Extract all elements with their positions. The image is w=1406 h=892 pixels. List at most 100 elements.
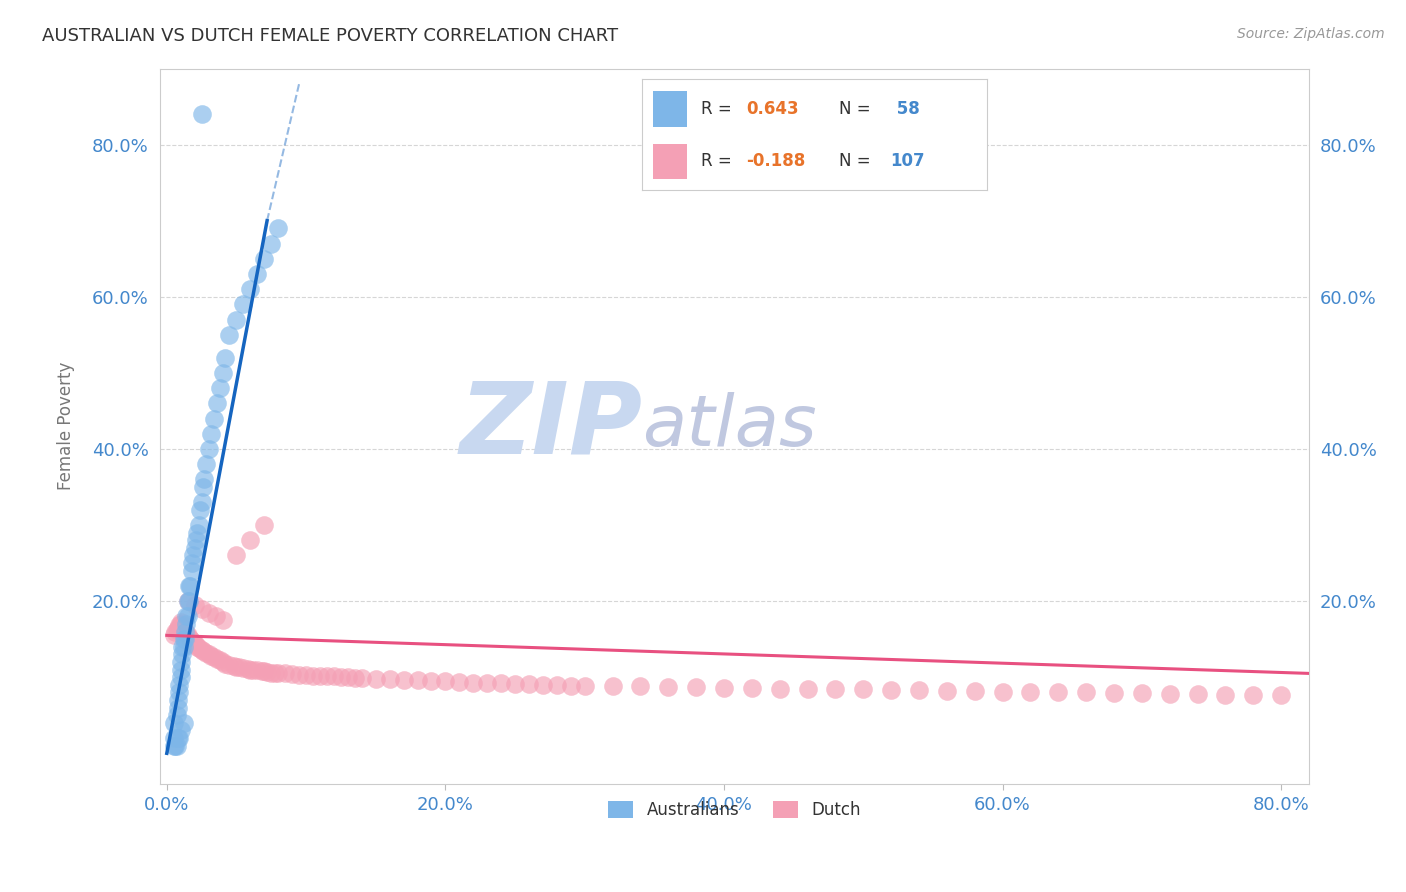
Point [574,679,596,693]
Point [194,646,217,660]
Point [167,693,190,707]
Point [963,684,986,698]
Point [463,675,485,690]
Point [176,626,198,640]
Point [177,579,200,593]
Point [188,503,211,517]
Point [191,644,214,658]
Point [169,678,191,692]
Point [211,655,233,669]
Point [489,676,512,690]
Point [1270,689,1292,703]
Point [449,674,471,689]
Point [166,623,188,637]
Point [200,426,222,441]
Point [208,381,231,395]
Y-axis label: Female Poverty: Female Poverty [58,362,75,491]
Point [176,609,198,624]
Legend: Australians, Dutch: Australians, Dutch [602,794,868,825]
Point [250,664,273,678]
Point [560,679,582,693]
Point [222,658,245,673]
Point [179,579,201,593]
Point [350,671,373,685]
Point [183,541,205,555]
Point [267,221,290,235]
Point [1102,686,1125,700]
Point [713,681,735,695]
Point [197,648,219,662]
Point [935,684,957,698]
Point [176,616,198,631]
Point [166,708,188,723]
Point [167,731,190,745]
Point [475,675,498,690]
Point [163,628,186,642]
Point [176,609,198,624]
Point [309,669,332,683]
Point [256,665,278,679]
Point [167,700,190,714]
Point [204,609,226,624]
Point [295,668,318,682]
Point [174,624,197,639]
Point [214,351,236,365]
Point [174,624,197,639]
Text: ZIP: ZIP [460,377,643,475]
Point [172,640,194,654]
Point [202,411,225,425]
Point [163,739,186,753]
Point [208,653,231,667]
Point [166,739,188,753]
Point [180,556,202,570]
Point [177,594,200,608]
Point [253,252,276,266]
Point [187,641,209,656]
Point [211,613,233,627]
Point [170,655,193,669]
Point [225,312,247,326]
Point [214,657,236,671]
Point [1019,684,1042,698]
Point [176,594,198,608]
Point [181,549,204,563]
Point [200,648,222,663]
Point [264,665,287,680]
Point [183,598,205,612]
Point [173,632,195,647]
Point [167,621,190,635]
Point [170,616,193,631]
Point [183,637,205,651]
Point [190,495,212,509]
Point [316,669,339,683]
Point [179,632,201,647]
Point [657,680,679,694]
Point [176,628,198,642]
Point [531,678,554,692]
Point [174,632,197,647]
Point [170,615,193,630]
Point [1215,688,1237,702]
Point [343,671,366,685]
Point [184,638,207,652]
Point [236,662,259,676]
Point [181,635,204,649]
Point [165,739,187,753]
Point [434,673,457,688]
Point [211,366,233,380]
Point [517,677,540,691]
Point [242,663,264,677]
Point [406,673,429,688]
Point [239,663,262,677]
Point [503,677,526,691]
Point [246,664,269,678]
Point [184,533,207,548]
Point [190,643,212,657]
Point [991,684,1014,698]
Point [202,650,225,665]
Point [546,678,568,692]
Point [253,518,276,533]
Point [908,683,931,698]
Point [336,670,359,684]
Point [239,282,262,296]
